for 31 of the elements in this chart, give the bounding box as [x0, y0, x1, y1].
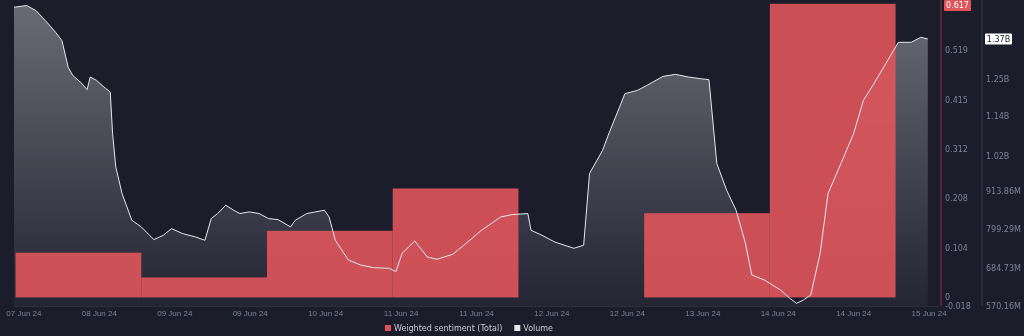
y2-tick-label: 1.25B	[986, 74, 1010, 84]
x-tick-label: 12 Jun 24	[534, 309, 571, 319]
y2-tick-label: 799.29M	[986, 225, 1021, 235]
y-tick-label: 0.415	[945, 95, 968, 105]
x-tick-label: 15 Jun 24	[911, 309, 948, 319]
legend-label: Weighted sentiment (Total)	[393, 323, 503, 333]
y2-tick-label: 570.16M	[986, 301, 1021, 311]
x-tick-label: 07 Jun 24	[6, 309, 43, 319]
y-tick-label: 0.617	[946, 1, 969, 11]
y-tick-label: 0.208	[945, 194, 968, 204]
y-tick-label: 0.519	[945, 46, 968, 56]
y-tick-label: 0.104	[945, 243, 968, 253]
y-tick-label: 0.312	[945, 144, 968, 154]
y2-tick-label: 684.73M	[986, 263, 1021, 273]
x-tick-label: 10 Jun 24	[308, 309, 344, 319]
x-tick-label: 12 Jun 24	[609, 309, 646, 319]
y-tick-label: -0.018	[945, 301, 971, 311]
x-tick-label: 14 Jun 24	[760, 309, 797, 319]
x-tick-label: 11 Jun 24	[383, 309, 419, 319]
x-tick-label: 14 Jun 24	[836, 309, 872, 319]
y2-tick-label: 913.86M	[986, 187, 1021, 197]
x-tick-label: 13 Jun 24	[685, 309, 721, 319]
y2-tick-label: 1.14B	[986, 111, 1010, 121]
y2-tick-label: 1.37B	[986, 34, 1011, 44]
y-tick-label: 0	[945, 293, 951, 303]
x-tick-label: 11 Jun 24	[459, 309, 495, 319]
x-tick-label: 09 Jun 24	[232, 309, 269, 319]
x-tick-label: 08 Jun 24	[81, 309, 118, 319]
y2-tick-label: 1.02B	[986, 151, 1010, 161]
x-tick-label: 09 Jun 24	[157, 309, 193, 319]
legend-label: Volume	[523, 323, 554, 333]
